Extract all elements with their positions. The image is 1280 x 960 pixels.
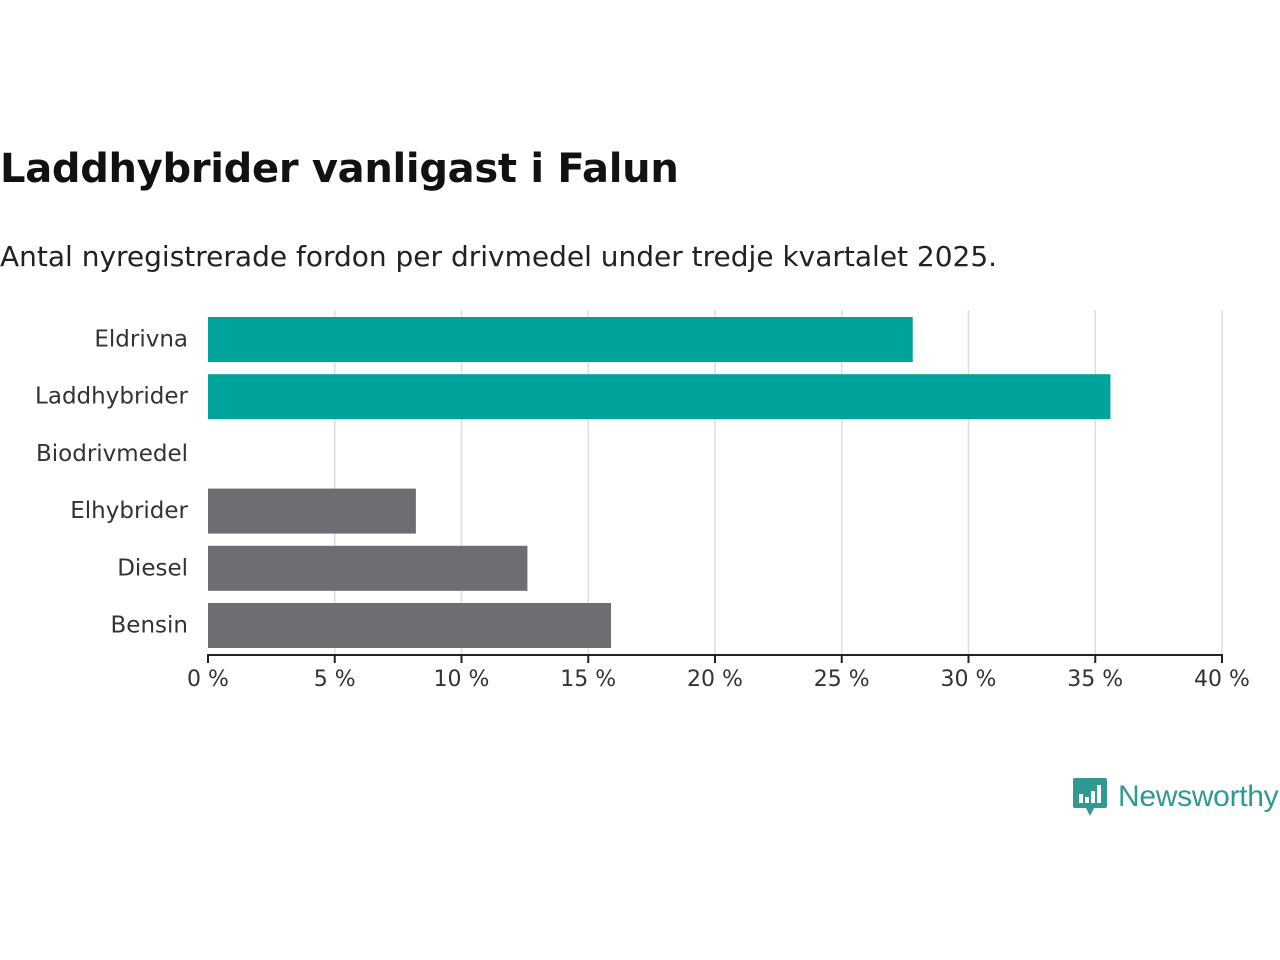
category-label: Biodrivmedel bbox=[36, 441, 188, 467]
newsworthy-logo: Newsworthy bbox=[1072, 776, 1279, 818]
x-tick-label: 25 % bbox=[814, 667, 870, 692]
logo-text: Newsworthy bbox=[1118, 780, 1279, 813]
chart-title: Laddhybrider vanligast i Falun bbox=[0, 146, 679, 192]
bar-diesel bbox=[208, 545, 528, 591]
bar-bensin bbox=[208, 603, 612, 648]
category-label: Diesel bbox=[117, 555, 188, 581]
category-label: Bensin bbox=[111, 613, 188, 639]
bars bbox=[208, 317, 1111, 648]
x-tick-label: 20 % bbox=[687, 667, 743, 692]
x-tick-label: 40 % bbox=[1194, 667, 1250, 692]
x-tick-label: 30 % bbox=[941, 667, 997, 692]
x-tick-label: 5 % bbox=[314, 667, 356, 692]
category-label: Elhybrider bbox=[70, 498, 188, 524]
bar-eldrivna bbox=[208, 317, 913, 362]
category-label: Eldrivna bbox=[94, 327, 188, 353]
grid-lines bbox=[334, 310, 1223, 655]
newsworthy-chart-bubble-icon bbox=[1073, 778, 1107, 816]
chart-subtitle: Antal nyregistrerade fordon per drivmede… bbox=[0, 240, 998, 273]
x-tick-label: 15 % bbox=[560, 667, 616, 692]
x-axis: 0 % 5 % 10 % 15 % 20 % 25 % 30 % 35 % 40 % bbox=[187, 654, 1250, 692]
category-label: Laddhybrider bbox=[35, 384, 188, 410]
bar-laddhybrider bbox=[208, 374, 1111, 420]
x-tick-label: 0 % bbox=[187, 667, 229, 692]
bar-elhybrider bbox=[208, 488, 416, 534]
x-tick-label: 35 % bbox=[1067, 667, 1123, 692]
x-tick-label: 10 % bbox=[434, 667, 490, 692]
category-labels: Eldrivna Laddhybrider Biodrivmedel Elhybrid… bbox=[35, 327, 188, 639]
bar-chart: Eldrivna Laddhybrider Biodrivmedel Elhybrid… bbox=[35, 310, 1250, 692]
